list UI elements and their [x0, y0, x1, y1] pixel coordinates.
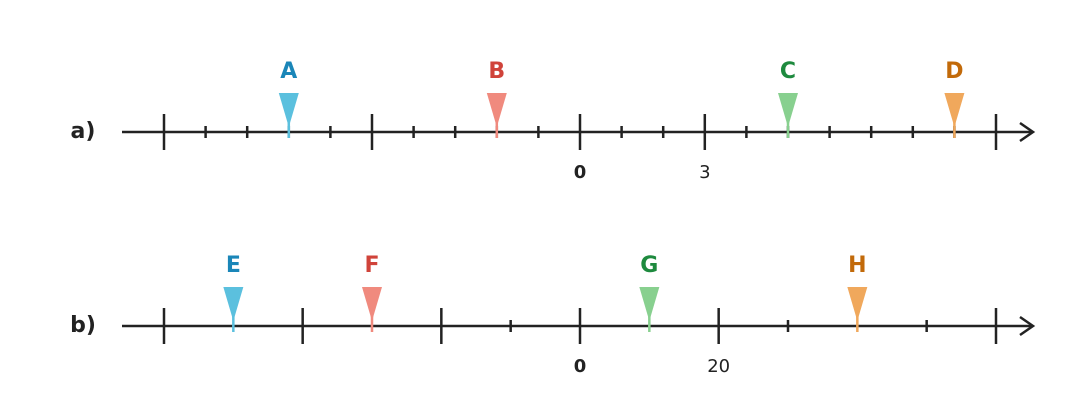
- marker: [278, 93, 299, 127]
- marker-label: D: [945, 59, 963, 84]
- marker-label: C: [780, 59, 796, 84]
- marker-label: H: [848, 253, 866, 278]
- marker: [362, 287, 382, 321]
- marker: [944, 93, 965, 127]
- marker: [778, 93, 798, 127]
- axis-arrow: [1019, 121, 1036, 143]
- marker-label: G: [640, 253, 658, 278]
- marker: [486, 93, 507, 127]
- tick-label: 3: [699, 162, 710, 183]
- line-label: a): [71, 119, 96, 144]
- marker: [847, 287, 868, 321]
- tick-label: 20: [707, 356, 730, 377]
- marker-label: F: [364, 253, 379, 278]
- marker-label: E: [226, 253, 241, 278]
- tick-label: 0: [574, 356, 587, 377]
- marker: [223, 287, 244, 321]
- tick-label: 0: [574, 162, 587, 183]
- line-label: b): [70, 313, 96, 338]
- marker: [639, 287, 660, 321]
- marker-label: B: [488, 59, 505, 84]
- marker-label: A: [280, 59, 297, 84]
- axis-arrow: [1019, 315, 1036, 337]
